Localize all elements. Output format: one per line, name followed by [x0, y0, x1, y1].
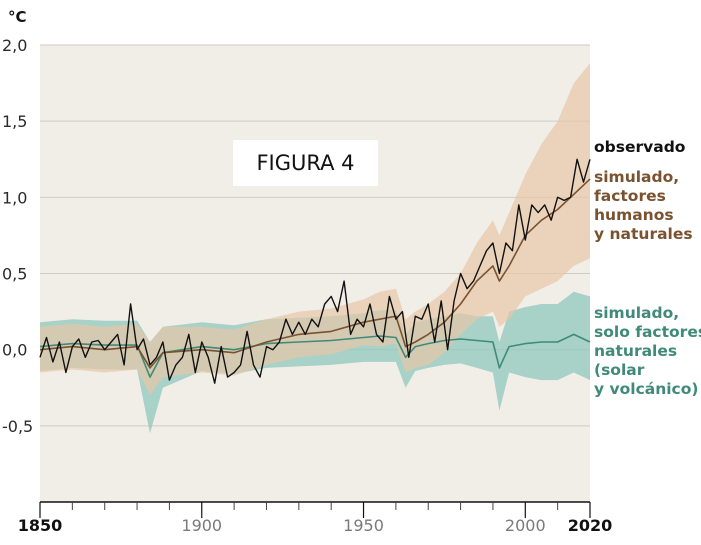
legend-line: (solar [594, 361, 645, 379]
legend-entry-1: simulado, factores humanos y naturales [594, 168, 693, 243]
y-tick-label-0: 2,0 [2, 36, 27, 55]
unit-label: °C [8, 8, 27, 26]
x-tick-label-1: 1900 [181, 516, 222, 535]
legend-line: factores [594, 187, 666, 205]
line-natural-only [39, 333, 591, 378]
line-human-natural [39, 178, 591, 369]
legend-line: naturales [594, 342, 677, 360]
legend-line: simulado, [594, 304, 679, 322]
legend-line: humanos [594, 206, 674, 224]
figure-label: FIGURA 4 [233, 140, 378, 186]
legend-line: solo factores [594, 323, 701, 341]
x-tick-label-2: 1950 [343, 516, 384, 535]
legend-entry-0: observado [594, 138, 685, 156]
legend-line: y naturales [594, 225, 693, 243]
y-tick-label-3: 0,5 [2, 265, 27, 284]
x-tick-label-3: 2000 [505, 516, 546, 535]
x-tick-label-4: 2020 [568, 516, 613, 535]
legend-entry-2: simulado, solo factores naturales (solar y v… [594, 304, 701, 398]
legend-line: y volcánico) [594, 380, 698, 398]
y-tick-label-4: 0,0 [2, 341, 27, 360]
y-tick-label-5: -0,5 [2, 417, 33, 436]
y-tick-label-2: 1,0 [2, 188, 27, 207]
x-tick-label-0: 1850 [18, 516, 63, 535]
y-tick-labels: 2,0 1,5 1,0 0,5 0,0 -0,5 [2, 36, 33, 436]
series-lines [39, 158, 591, 384]
y-tick-label-1: 1,5 [2, 112, 27, 131]
legend-line: observado [594, 138, 685, 156]
axes [39, 501, 591, 518]
x-tick-labels: 1850 1900 1950 2000 2020 [18, 516, 613, 535]
legend-line: simulado, [594, 168, 679, 186]
grid-lines [40, 44, 590, 427]
line-observed [39, 158, 591, 384]
